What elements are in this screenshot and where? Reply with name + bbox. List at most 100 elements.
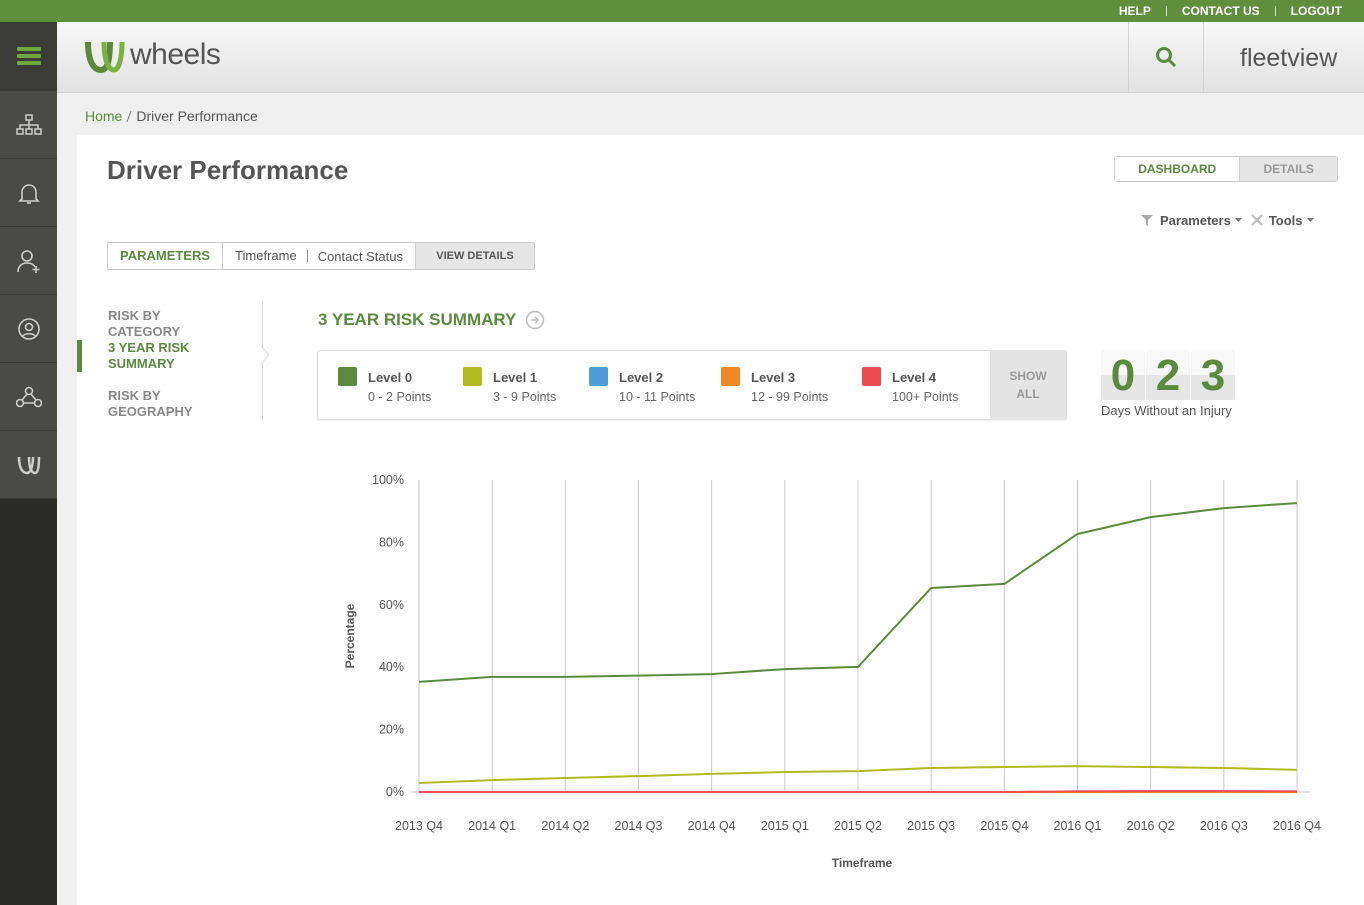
profile-button[interactable] [0, 295, 57, 363]
alerts-button[interactable] [0, 159, 57, 227]
timeframe-param[interactable]: Timeframe [223, 249, 308, 262]
legend-points: 3 - 9 Points [493, 390, 557, 404]
wheels-icon [17, 456, 40, 474]
logo-text[interactable]: wheels [130, 38, 221, 71]
legend-swatch [463, 367, 482, 386]
y-axis-title: Percentage [343, 603, 357, 668]
caret [1306, 218, 1314, 222]
y-tick-label: 20% [379, 723, 404, 737]
nav-3-year-risk-summary[interactable]: 3 YEAR RISK SUMMARY [108, 340, 190, 371]
legend-points: 12 - 99 Points [751, 390, 829, 404]
hierarchy-icon [15, 113, 42, 135]
tools-menu[interactable]: Tools [1268, 213, 1303, 228]
contact-link[interactable]: CONTACT US [1165, 5, 1275, 17]
series-line [418, 765, 1298, 784]
x-tick-label: 2016 Q4 [1273, 819, 1321, 833]
series-line [418, 502, 1298, 683]
page-title: Driver Performance [107, 155, 349, 185]
y-tick-label: 0% [386, 785, 404, 799]
brand-name: fleetview [1240, 44, 1338, 72]
legend-swatch [338, 367, 357, 386]
x-tick-label: 2016 Q3 [1199, 819, 1248, 833]
dashboard-tab[interactable]: DASHBOARD [1115, 157, 1241, 181]
breadcrumb-separator [126, 110, 132, 123]
x-tick-label: 2015 Q3 [907, 819, 956, 833]
legend-name: Level 1 [493, 370, 538, 385]
x-tick-label: 2013 Q4 [395, 819, 443, 833]
section-title: 3 YEAR RISK SUMMARY [318, 310, 517, 329]
network-icon [15, 386, 42, 407]
breadcrumb: Home Driver Performance [85, 108, 258, 124]
legend-name: Level 3 [751, 370, 796, 385]
nav-risk-by-geography[interactable]: RISK BY GEOGRAPHY [108, 388, 193, 419]
y-tick-label: 80% [379, 535, 404, 549]
legend-points: 100+ Points [892, 390, 959, 404]
parameters-bar: PARAMETERS Timeframe Contact Status VIEW… [107, 242, 535, 270]
y-tick-label: 100% [372, 473, 404, 487]
logout-link[interactable]: LOGOUT [1274, 5, 1342, 17]
add-user-icon [16, 249, 39, 273]
add-user-button[interactable] [0, 227, 57, 295]
caret [1234, 218, 1242, 222]
legend-name: Level 2 [619, 370, 664, 385]
profile-icon [17, 317, 40, 340]
nav-pointer [261, 346, 270, 364]
header [57, 22, 1364, 93]
x-tick-label: 2015 Q4 [980, 819, 1029, 833]
hierarchy-button[interactable] [0, 91, 57, 159]
view-details-button[interactable]: VIEW DETAILS [414, 243, 534, 269]
nav-active-marker [77, 340, 82, 372]
legend-swatch [862, 367, 881, 386]
contact-status-param[interactable]: Contact Status [317, 248, 403, 264]
top-bar: HELP CONTACT US LOGOUT [0, 0, 1364, 22]
nav-risk-by-category[interactable]: RISK BY CATEGORY [108, 308, 181, 339]
parameters-menu[interactable]: Parameters [1160, 213, 1231, 228]
counter-digit: 3 [1191, 350, 1235, 400]
filter-icon [1141, 215, 1153, 226]
x-tick-label: 2015 Q1 [760, 819, 809, 833]
x-tick-label: 2014 Q4 [687, 819, 736, 833]
menus: Parameters Tools [1140, 213, 1317, 228]
view-tabs: DASHBOARD DETAILS [1114, 156, 1338, 182]
details-tab[interactable]: DETAILS [1240, 157, 1337, 181]
section-arrow[interactable] [525, 310, 547, 332]
x-axis-title: Timeframe [832, 856, 893, 870]
series-line [419, 790, 1298, 793]
network-button[interactable] [0, 363, 57, 431]
breadcrumb-current: Driver Performance [136, 108, 258, 124]
legend-swatch [589, 367, 608, 386]
legend-points: 0 - 2 Points [368, 390, 432, 404]
bell-icon [17, 183, 40, 204]
search-icon [1156, 47, 1177, 68]
search-button[interactable] [1128, 22, 1204, 92]
counter-digit: 0 [1101, 350, 1145, 400]
counter-label: Days Without an Injury [1101, 403, 1232, 418]
wheels-button[interactable] [0, 431, 57, 499]
y-tick-label: 40% [379, 660, 404, 674]
x-tick-label: 2016 Q1 [1053, 819, 1102, 833]
menu-button[interactable] [0, 22, 57, 91]
sidebar [0, 22, 57, 905]
content-panel [77, 135, 1364, 905]
x-tick-label: 2014 Q1 [468, 819, 517, 833]
x-tick-label: 2014 Q2 [541, 819, 590, 833]
legend-name: Level 0 [368, 370, 413, 385]
top-links: HELP CONTACT US LOGOUT [1104, 0, 1342, 22]
x-tick-label: 2016 Q2 [1126, 819, 1175, 833]
y-tick-label: 60% [379, 598, 404, 612]
parameters-label[interactable]: PARAMETERS [108, 243, 224, 269]
x-tick-label: 2014 Q3 [614, 819, 663, 833]
legend-points: 10 - 11 Points [619, 390, 696, 404]
legend-swatch [721, 367, 740, 386]
x-tick-label: 2015 Q2 [834, 819, 882, 833]
help-link[interactable]: HELP [1118, 4, 1151, 18]
show-all-button[interactable]: SHOW ALL [990, 350, 1066, 420]
counter-digit: 2 [1146, 350, 1190, 400]
menu-icon [16, 47, 41, 65]
side-nav: RISK BY CATEGORY 3 YEAR RISK SUMMARY RIS… [77, 302, 270, 420]
legend: Level 0 0 - 2 Points Level 1 3 - 9 Points Le… [317, 350, 1067, 420]
breadcrumb-home[interactable]: Home [85, 108, 123, 124]
